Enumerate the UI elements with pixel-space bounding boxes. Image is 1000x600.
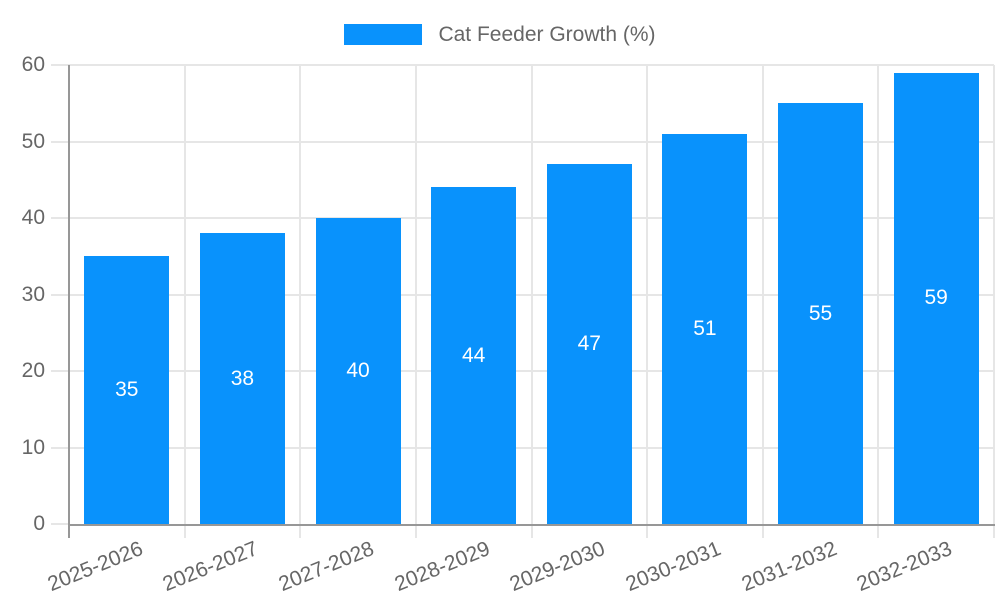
bar-value-label-2027-2028: 40 [346, 359, 370, 382]
y-tick-50 [51, 140, 69, 143]
chart-legend[interactable]: Cat Feeder Growth (%) [0, 23, 1000, 46]
x-gridline-1 [183, 65, 186, 524]
x-gridline-2 [299, 65, 302, 524]
bar-value-label-2028-2029: 44 [462, 343, 486, 367]
x-tick-label-2028-2029: 2028-2029 [391, 537, 493, 597]
x-tick-label-2027-2028: 2027-2028 [275, 537, 378, 597]
y-tick-label-0: 0 [33, 512, 45, 535]
x-tick-8 [993, 524, 995, 538]
legend-swatch [344, 24, 423, 45]
x-axis-line [68, 524, 995, 526]
y-tick-label-10: 10 [21, 435, 45, 459]
y-tick-10 [51, 446, 69, 449]
y-tick-60 [51, 64, 69, 66]
bar-value-label-2026-2027: 38 [230, 366, 255, 390]
x-gridline-8 [993, 65, 995, 524]
y-tick-20 [51, 370, 69, 372]
bar-2032-2033[interactable]: 59 [893, 72, 979, 524]
bar-2029-2030[interactable]: 47 [546, 164, 632, 524]
y-tick-label-20: 20 [21, 359, 45, 382]
bar-value-label-2032-2033: 59 [924, 286, 948, 310]
x-tick-label-2030-2031: 2030-2031 [622, 537, 725, 597]
y-tick-label-40: 40 [21, 206, 45, 229]
x-tick-label-2031-2032: 2031-2032 [738, 537, 840, 597]
bar-2031-2032[interactable]: 55 [778, 103, 864, 524]
x-tick-label-2029-2030: 2029-2030 [506, 537, 609, 597]
x-gridline-3 [414, 65, 417, 524]
bar-2025-2026[interactable]: 35 [84, 256, 170, 524]
x-tick-4 [530, 524, 533, 538]
legend-label: Cat Feeder Growth (%) [438, 23, 656, 46]
x-tick-7 [877, 524, 880, 538]
bar-value-label-2025-2026: 35 [115, 378, 139, 402]
x-tick-1 [183, 524, 186, 538]
x-gridline-4 [530, 65, 533, 524]
bar-2030-2031[interactable]: 51 [662, 133, 748, 524]
bar-2027-2028[interactable]: 40 [315, 218, 401, 524]
x-tick-5 [646, 524, 649, 538]
x-tick-label-2032-2033: 2032-2033 [853, 537, 956, 597]
y-tick-label-30: 30 [21, 282, 45, 306]
x-gridline-7 [877, 65, 880, 524]
bar-value-label-2031-2032: 55 [808, 301, 833, 325]
bar-value-label-2030-2031: 51 [693, 316, 717, 340]
y-tick-label-50: 50 [21, 129, 45, 153]
x-tick-2 [299, 524, 302, 538]
x-tick-6 [761, 524, 764, 538]
y-axis-line [68, 65, 70, 524]
y-tick-30 [51, 293, 69, 296]
bar-2026-2027[interactable]: 38 [199, 233, 285, 524]
x-tick-3 [414, 524, 417, 538]
bar-value-label-2029-2030: 47 [577, 332, 601, 356]
x-gridline-6 [761, 65, 764, 524]
y-tick-label-60: 60 [21, 53, 45, 76]
bar-2028-2029[interactable]: 44 [431, 187, 517, 524]
y-tick-0 [51, 523, 69, 525]
x-tick-0 [68, 524, 70, 538]
x-gridline-5 [646, 65, 649, 524]
y-tick-40 [51, 217, 69, 219]
x-tick-label-2026-2027: 2026-2027 [159, 537, 262, 597]
x-tick-label-2025-2026: 2025-2026 [44, 537, 147, 597]
